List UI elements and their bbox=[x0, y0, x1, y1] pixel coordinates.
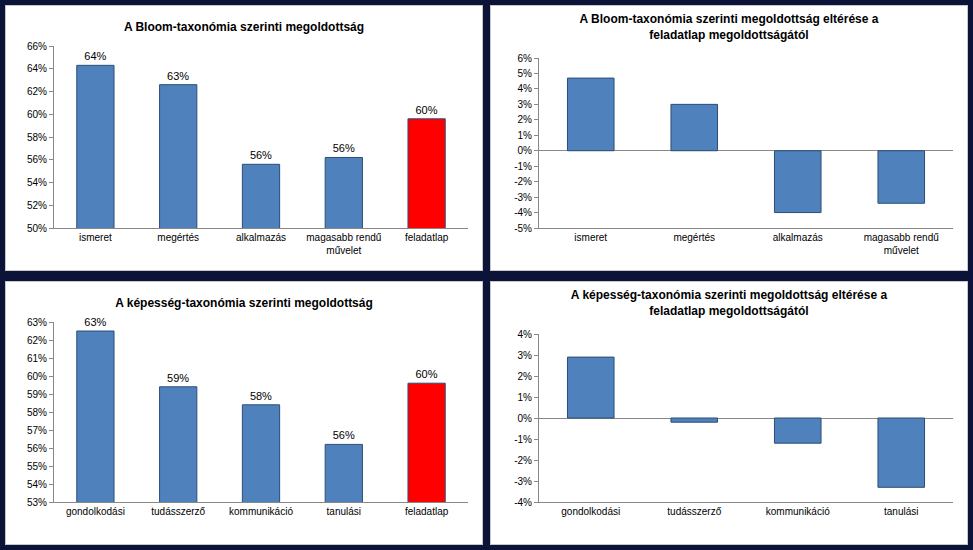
svg-text:tanulási: tanulási bbox=[884, 506, 918, 517]
svg-text:2%: 2% bbox=[518, 114, 533, 125]
svg-text:alkalmazás: alkalmazás bbox=[773, 232, 823, 243]
svg-text:56%: 56% bbox=[333, 142, 355, 154]
svg-text:62%: 62% bbox=[27, 86, 47, 97]
svg-text:3%: 3% bbox=[518, 350, 533, 361]
svg-text:56%: 56% bbox=[27, 443, 47, 454]
svg-text:53%: 53% bbox=[27, 497, 47, 508]
svg-text:megértés: megértés bbox=[673, 232, 715, 243]
svg-text:feladatlap: feladatlap bbox=[405, 232, 449, 243]
svg-text:alkalmazás: alkalmazás bbox=[236, 232, 286, 243]
svg-text:gondolkodási: gondolkodási bbox=[66, 506, 125, 517]
svg-text:A Bloom-taxonómia szerinti meg: A Bloom-taxonómia szerinti megoldottság bbox=[124, 20, 364, 34]
svg-text:56%: 56% bbox=[333, 429, 355, 441]
svg-text:55%: 55% bbox=[27, 461, 47, 472]
svg-text:66%: 66% bbox=[27, 41, 47, 52]
svg-text:1%: 1% bbox=[518, 392, 533, 403]
svg-text:61%: 61% bbox=[27, 353, 47, 364]
svg-text:A képesség-taxonómia szerinti: A képesség-taxonómia szerinti megoldotts… bbox=[115, 296, 373, 310]
svg-text:60%: 60% bbox=[27, 371, 47, 382]
svg-text:-4%: -4% bbox=[514, 497, 532, 508]
svg-text:magasabb rendűművelet: magasabb rendűművelet bbox=[306, 232, 381, 256]
svg-text:ismeret: ismeret bbox=[79, 232, 112, 243]
svg-text:tanulási: tanulási bbox=[327, 506, 361, 517]
svg-text:59%: 59% bbox=[167, 372, 189, 384]
svg-text:63%: 63% bbox=[27, 317, 47, 328]
svg-text:feladatlap: feladatlap bbox=[405, 506, 449, 517]
svg-text:-1%: -1% bbox=[514, 161, 532, 172]
svg-text:56%: 56% bbox=[250, 149, 272, 161]
svg-text:58%: 58% bbox=[27, 132, 47, 143]
svg-text:kommunikáció: kommunikáció bbox=[766, 506, 830, 517]
svg-text:gondolkodási: gondolkodási bbox=[561, 506, 620, 517]
svg-text:-4%: -4% bbox=[514, 207, 532, 218]
svg-text:A képesség-taxonómia szerinti: A képesség-taxonómia szerinti megoldotts… bbox=[571, 288, 888, 318]
svg-text:4%: 4% bbox=[518, 329, 533, 340]
svg-text:-5%: -5% bbox=[514, 223, 532, 234]
svg-text:tudásszerző: tudásszerző bbox=[667, 506, 721, 517]
svg-text:60%: 60% bbox=[27, 109, 47, 120]
svg-text:56%: 56% bbox=[27, 154, 47, 165]
svg-text:6%: 6% bbox=[518, 53, 533, 64]
svg-text:3%: 3% bbox=[518, 99, 533, 110]
svg-text:-2%: -2% bbox=[514, 455, 532, 466]
svg-text:54%: 54% bbox=[27, 177, 47, 188]
svg-text:60%: 60% bbox=[415, 104, 437, 116]
svg-text:64%: 64% bbox=[84, 50, 106, 62]
svg-text:-3%: -3% bbox=[514, 192, 532, 203]
svg-text:50%: 50% bbox=[27, 223, 47, 234]
svg-text:4%: 4% bbox=[518, 83, 533, 94]
svg-text:kommunikáció: kommunikáció bbox=[229, 506, 293, 517]
svg-text:62%: 62% bbox=[27, 335, 47, 346]
svg-text:63%: 63% bbox=[167, 70, 189, 82]
svg-text:58%: 58% bbox=[250, 390, 272, 402]
svg-text:ismeret: ismeret bbox=[574, 232, 607, 243]
svg-text:59%: 59% bbox=[27, 389, 47, 400]
svg-text:tudásszerző: tudásszerző bbox=[151, 506, 205, 517]
svg-text:2%: 2% bbox=[518, 371, 533, 382]
svg-text:-2%: -2% bbox=[514, 176, 532, 187]
svg-text:0%: 0% bbox=[518, 413, 533, 424]
svg-text:5%: 5% bbox=[518, 68, 533, 79]
svg-text:-1%: -1% bbox=[514, 434, 532, 445]
svg-text:0%: 0% bbox=[518, 145, 533, 156]
svg-text:54%: 54% bbox=[27, 479, 47, 490]
svg-text:60%: 60% bbox=[415, 368, 437, 380]
svg-text:52%: 52% bbox=[27, 200, 47, 211]
svg-text:magasabb rendűművelet: magasabb rendűművelet bbox=[864, 232, 939, 256]
svg-text:58%: 58% bbox=[27, 407, 47, 418]
svg-text:A Bloom-taxonómia szerinti meg: A Bloom-taxonómia szerinti megoldottság … bbox=[580, 12, 879, 42]
svg-text:57%: 57% bbox=[27, 425, 47, 436]
svg-text:1%: 1% bbox=[518, 130, 533, 141]
svg-text:63%: 63% bbox=[84, 316, 106, 328]
svg-text:-3%: -3% bbox=[514, 476, 532, 487]
svg-text:megértés: megértés bbox=[157, 232, 199, 243]
svg-text:64%: 64% bbox=[27, 63, 47, 74]
